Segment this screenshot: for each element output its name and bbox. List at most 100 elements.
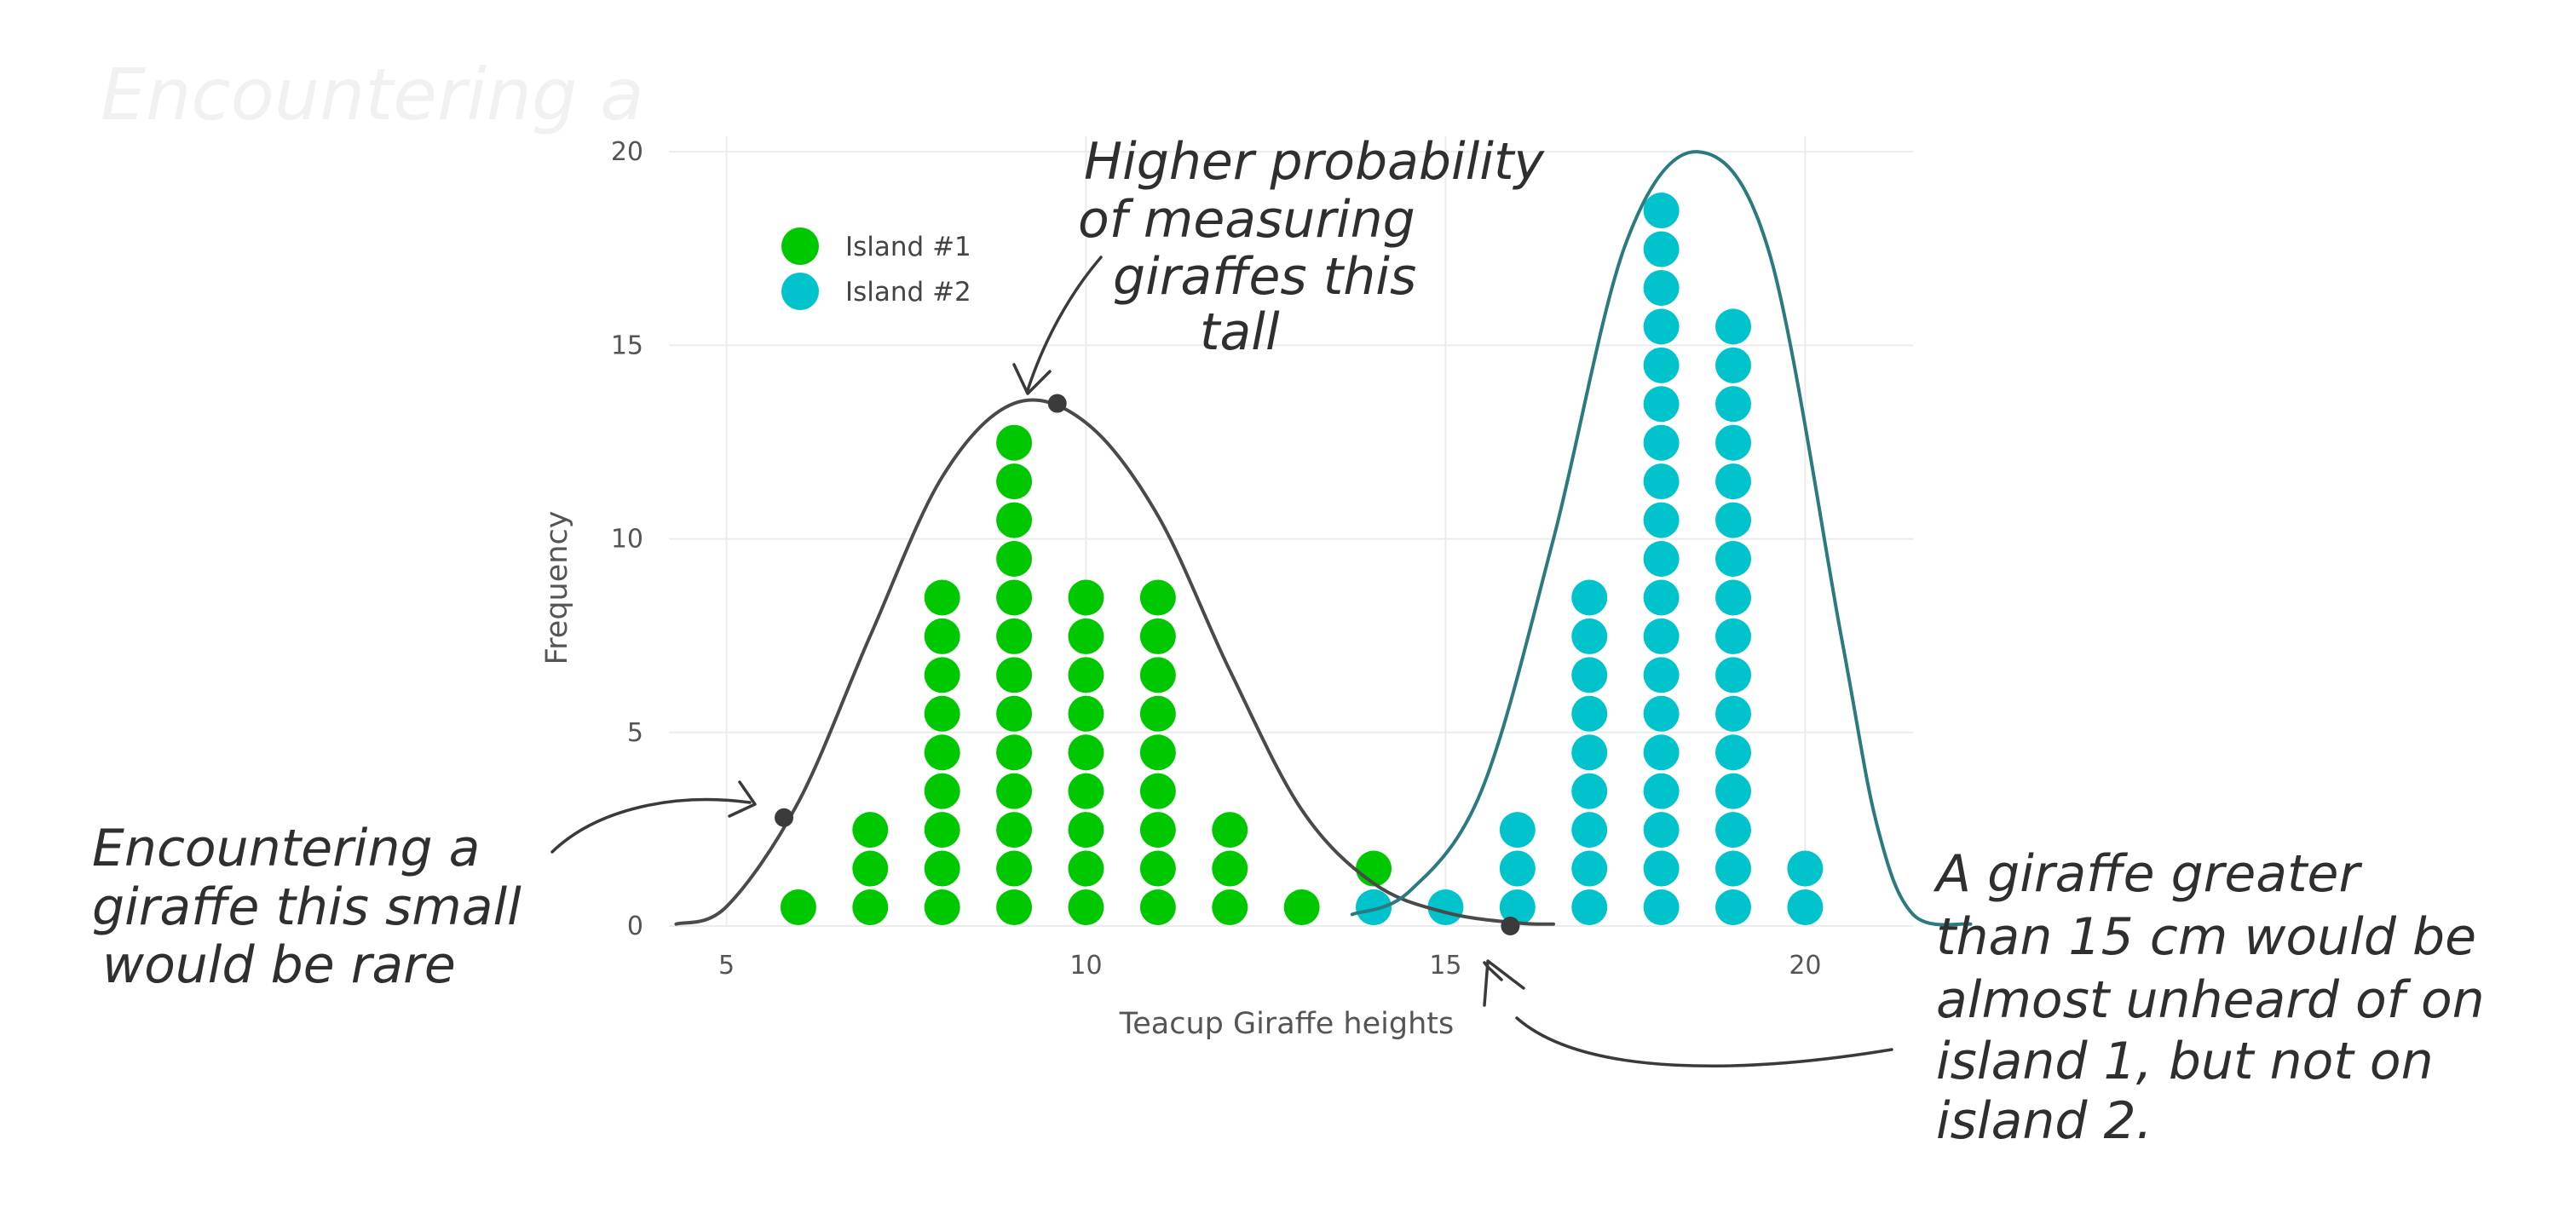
dot-island-2 (1715, 773, 1752, 809)
dot-island-1 (996, 850, 1033, 887)
dot-island-1 (996, 541, 1033, 578)
annotation-island: A giraffe greater than 15 cm would be al… (1483, 844, 2485, 1151)
dot-island-2 (1715, 502, 1752, 538)
dot-island-1 (1139, 734, 1176, 771)
dot-island-1 (1212, 889, 1248, 925)
x-tick-label: 10 (1069, 951, 1102, 981)
annotation-island-line-5: island 2. (1936, 1091, 2152, 1151)
annotation-island-line-1: A giraffe greater (1933, 844, 2362, 904)
dot-island-1 (996, 773, 1033, 809)
dot-island-1 (924, 579, 960, 616)
dots (780, 193, 1824, 925)
dot-island-2 (1643, 386, 1680, 423)
dot-island-2 (1571, 618, 1608, 654)
dot-island-2 (1643, 231, 1680, 267)
grid (669, 136, 1913, 927)
dot-island-1 (1283, 889, 1320, 925)
dot-island-2 (1643, 347, 1680, 383)
dot-island-2 (1643, 463, 1680, 500)
dot-island-1 (1068, 889, 1104, 925)
dot-island-2 (1499, 812, 1536, 848)
dot-island-2 (1715, 386, 1752, 423)
legend-label-island-1: Island #1 (845, 232, 971, 262)
dot-island-1 (924, 850, 960, 887)
annotation-tall-arrowhead (1012, 363, 1052, 395)
dot-island-1 (1212, 812, 1248, 848)
highlight-point-2 (1047, 394, 1067, 413)
dot-island-1 (1139, 889, 1176, 925)
dot-island-1 (1139, 695, 1176, 732)
dot-island-1 (996, 618, 1033, 654)
dot-island-1 (996, 657, 1033, 693)
dot-island-2 (1787, 889, 1824, 925)
ghost-line-1: Encountering a (101, 53, 644, 136)
dot-island-1 (1068, 657, 1104, 693)
dot-island-1 (1068, 812, 1104, 848)
dot-island-1 (996, 502, 1033, 538)
dot-island-1 (924, 734, 960, 771)
dot-island-2 (1715, 424, 1752, 461)
dot-island-2 (1643, 308, 1680, 345)
dot-island-1 (924, 695, 960, 732)
dot-island-1 (1139, 579, 1176, 616)
dot-island-1 (996, 889, 1033, 925)
x-tick-label: 20 (1789, 951, 1821, 981)
annotation-island-line-2: than 15 cm would be (1936, 907, 2476, 967)
dot-island-2 (1715, 850, 1752, 887)
density-curve-island-2 (1350, 150, 1973, 927)
dot-island-2 (1571, 695, 1608, 732)
dot-island-1 (852, 889, 889, 925)
density-curve-island-1 (674, 398, 1556, 926)
dot-island-2 (1715, 657, 1752, 693)
dot-island-2 (1643, 812, 1680, 848)
dot-island-2 (1715, 695, 1752, 732)
dot-island-1 (1139, 657, 1176, 693)
density-curves (674, 150, 1973, 927)
dot-island-2 (1571, 657, 1608, 693)
legend-marker-island-1 (781, 227, 819, 265)
dot-island-2 (1643, 850, 1680, 887)
dot-island-1 (924, 812, 960, 848)
dot-island-2 (1356, 889, 1392, 925)
annotation-rare-arrow (550, 797, 752, 854)
dot-island-1 (924, 773, 960, 809)
dot-island-2 (1643, 269, 1680, 306)
legend-label-island-2: Island #2 (845, 277, 971, 308)
dot-island-2 (1571, 850, 1608, 887)
annotation-rare-line-1: Encountering a (92, 819, 480, 878)
dot-island-1 (1068, 579, 1104, 616)
dot-island-2 (1643, 618, 1680, 654)
annotation-tall-arrow (1026, 256, 1103, 392)
dot-island-2 (1715, 618, 1752, 654)
highlight-points (775, 394, 1520, 935)
dot-island-1 (1068, 695, 1104, 732)
y-tick-label: 0 (627, 912, 643, 941)
annotation-tall-line-4: tall (1200, 302, 1280, 362)
annotation-tall: Higher probability of measuring giraffes… (1012, 132, 1545, 395)
dot-island-2 (1643, 193, 1680, 229)
annotation-island-line-3: almost unheard of on (1936, 970, 2485, 1030)
y-axis-label: Frequency (540, 511, 574, 665)
annotation-island-line-4: island 1, but not on (1936, 1032, 2434, 1091)
dot-island-2 (1499, 889, 1536, 925)
y-tick-label: 15 (611, 331, 643, 360)
annotation-rare-line-2: giraffe this small (92, 877, 522, 937)
highlight-point-1 (775, 808, 794, 827)
y-tick-label: 5 (627, 718, 643, 748)
dot-island-2 (1715, 308, 1752, 345)
dot-island-1 (1068, 850, 1104, 887)
dot-island-2 (1715, 812, 1752, 848)
annotation-island-arrow (1515, 1016, 1893, 1068)
annotation-rare: Encountering a giraffe this small would … (92, 780, 757, 995)
dot-island-2 (1643, 579, 1680, 616)
annotation-rare-arrowhead (728, 780, 757, 818)
dot-island-2 (1499, 850, 1536, 887)
ghost-annotation: Encountering a (101, 53, 644, 136)
dot-island-1 (996, 463, 1033, 500)
dot-island-1 (1139, 812, 1176, 848)
dot-island-1 (1139, 773, 1176, 809)
dot-island-2 (1643, 541, 1680, 578)
dot-island-2 (1571, 773, 1608, 809)
dot-island-1 (996, 424, 1033, 461)
x-tick-label: 15 (1429, 951, 1461, 981)
